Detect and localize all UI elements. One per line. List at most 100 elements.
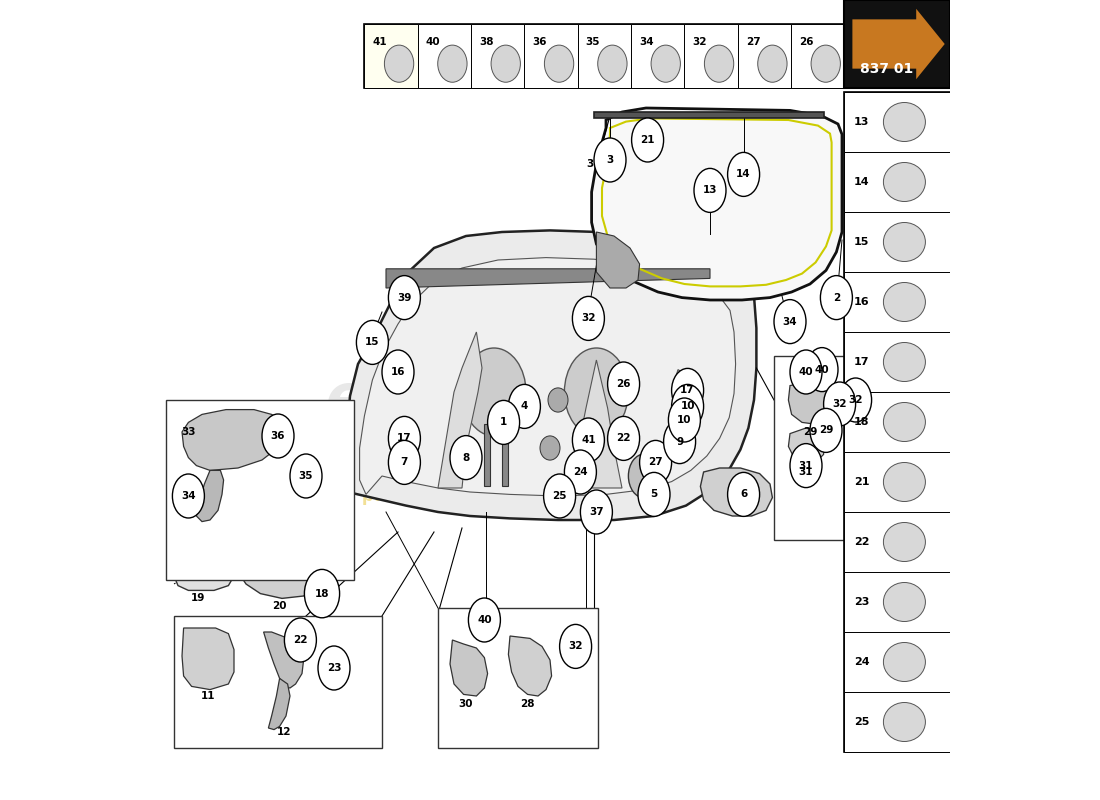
Ellipse shape: [663, 419, 695, 464]
Text: 32: 32: [581, 314, 596, 323]
Text: 33: 33: [182, 427, 196, 437]
Bar: [174, 616, 382, 748]
Ellipse shape: [638, 472, 670, 517]
Ellipse shape: [462, 348, 526, 436]
Ellipse shape: [669, 398, 701, 442]
Ellipse shape: [560, 625, 592, 669]
Polygon shape: [594, 112, 824, 118]
Ellipse shape: [631, 118, 663, 162]
Text: a passion for parts since 1985: a passion for parts since 1985: [345, 487, 627, 505]
Polygon shape: [182, 628, 234, 690]
Text: 36: 36: [532, 37, 547, 47]
Text: 25: 25: [854, 717, 869, 727]
Ellipse shape: [774, 300, 806, 344]
Polygon shape: [182, 410, 286, 470]
Ellipse shape: [727, 472, 760, 517]
Ellipse shape: [651, 45, 681, 82]
Bar: [738, 24, 791, 88]
Text: 38: 38: [480, 37, 494, 47]
Ellipse shape: [564, 450, 596, 494]
Ellipse shape: [594, 138, 626, 182]
Text: 14: 14: [854, 177, 870, 187]
Ellipse shape: [262, 414, 294, 458]
Ellipse shape: [811, 45, 840, 82]
Text: 16: 16: [854, 297, 870, 307]
Text: 24: 24: [854, 657, 870, 667]
Polygon shape: [450, 640, 487, 696]
Text: 21: 21: [854, 477, 869, 487]
Ellipse shape: [883, 522, 925, 562]
Text: 6: 6: [740, 490, 747, 499]
Bar: [845, 272, 950, 332]
Bar: [845, 512, 950, 572]
Ellipse shape: [305, 570, 340, 618]
Ellipse shape: [572, 418, 604, 462]
Text: 41: 41: [581, 435, 596, 445]
Ellipse shape: [672, 368, 704, 413]
Bar: [845, 332, 950, 392]
Ellipse shape: [548, 388, 568, 412]
Ellipse shape: [508, 384, 540, 429]
Text: 12: 12: [277, 727, 292, 737]
Text: 16: 16: [390, 367, 405, 377]
Polygon shape: [852, 9, 945, 79]
Ellipse shape: [883, 462, 925, 502]
Ellipse shape: [806, 347, 838, 392]
Bar: [845, 572, 950, 632]
Polygon shape: [268, 678, 290, 730]
Polygon shape: [484, 424, 490, 486]
Text: 21: 21: [640, 135, 654, 145]
Text: 10: 10: [680, 402, 695, 411]
Text: 20: 20: [273, 602, 287, 611]
Ellipse shape: [639, 440, 672, 484]
Bar: [525, 24, 578, 88]
Ellipse shape: [450, 435, 482, 479]
Ellipse shape: [672, 384, 704, 429]
Text: 8: 8: [462, 453, 470, 462]
Bar: [845, 392, 950, 452]
Ellipse shape: [388, 440, 420, 484]
Text: 22: 22: [854, 537, 869, 547]
Ellipse shape: [758, 45, 788, 82]
Bar: [418, 24, 471, 88]
Text: 24: 24: [573, 467, 587, 477]
Bar: [166, 400, 354, 580]
Polygon shape: [566, 360, 621, 488]
Text: 15: 15: [365, 338, 380, 347]
Polygon shape: [386, 269, 710, 288]
Text: 37: 37: [590, 507, 604, 517]
Ellipse shape: [564, 348, 628, 436]
Text: 17: 17: [680, 386, 695, 395]
Polygon shape: [674, 370, 684, 442]
Polygon shape: [596, 232, 639, 288]
Ellipse shape: [469, 598, 500, 642]
Text: 31: 31: [799, 461, 813, 470]
Text: 22: 22: [293, 635, 308, 645]
Text: 40: 40: [815, 365, 829, 374]
Text: 32: 32: [848, 395, 862, 405]
Ellipse shape: [883, 702, 925, 742]
Text: 27: 27: [648, 458, 663, 467]
Ellipse shape: [790, 443, 822, 487]
Ellipse shape: [628, 454, 660, 498]
Text: 17: 17: [854, 357, 869, 367]
Ellipse shape: [285, 618, 317, 662]
Text: 29: 29: [818, 426, 833, 435]
Bar: [845, 452, 950, 512]
Bar: [471, 24, 525, 88]
Ellipse shape: [540, 436, 560, 460]
Bar: [845, 152, 950, 212]
Text: 39: 39: [397, 293, 411, 302]
Polygon shape: [360, 258, 736, 496]
Ellipse shape: [544, 45, 574, 82]
Ellipse shape: [790, 350, 822, 394]
Text: 23: 23: [327, 663, 341, 673]
Ellipse shape: [318, 646, 350, 690]
Polygon shape: [174, 562, 234, 590]
Text: 18: 18: [854, 417, 869, 427]
Bar: [845, 0, 950, 88]
Ellipse shape: [821, 275, 852, 319]
Ellipse shape: [810, 408, 842, 453]
Text: 40: 40: [426, 37, 440, 47]
Text: 32: 32: [833, 399, 847, 409]
